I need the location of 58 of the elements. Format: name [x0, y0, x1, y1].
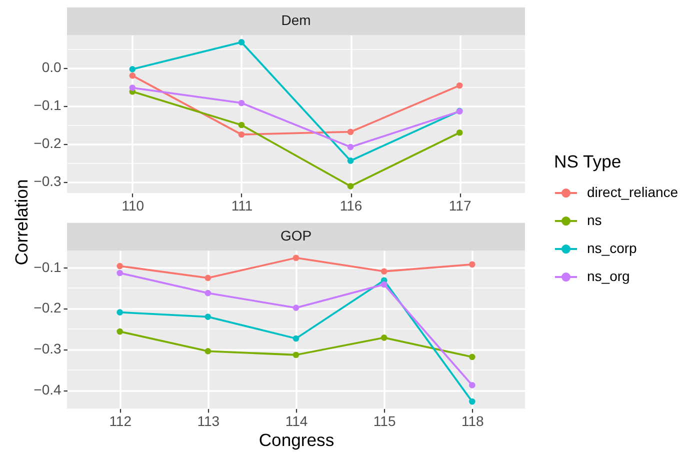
point — [129, 84, 136, 91]
legend-title: NS Type — [554, 151, 622, 172]
point — [347, 128, 354, 136]
point — [204, 290, 212, 296]
point — [129, 72, 136, 79]
x-tick-label: 113 — [197, 413, 220, 430]
point — [116, 270, 124, 276]
point — [292, 352, 300, 358]
point — [116, 328, 124, 335]
point — [347, 158, 354, 164]
point — [456, 129, 463, 136]
y-tick-label: −0.3 — [34, 173, 62, 190]
y-tick-label: −0.2 — [34, 300, 62, 316]
x-tick-label: 112 — [109, 413, 132, 430]
point — [468, 261, 476, 268]
x-tick-label: 118 — [461, 413, 484, 430]
point — [380, 281, 388, 288]
x-tick-label: 117 — [448, 198, 472, 214]
point — [468, 398, 476, 405]
point — [129, 66, 136, 72]
point — [204, 274, 212, 282]
y-tick-label: −0.3 — [34, 340, 62, 357]
y-axis-title: Correlation — [12, 179, 32, 266]
point — [238, 100, 245, 106]
point — [347, 144, 354, 150]
point — [292, 304, 300, 311]
point — [116, 309, 124, 316]
point — [380, 334, 388, 341]
x-tick-label: 110 — [122, 198, 144, 214]
point — [292, 254, 300, 262]
legend-label: ns_corp — [587, 240, 638, 256]
y-tick-label: −0.4 — [34, 382, 62, 398]
point — [238, 122, 245, 128]
x-tick-label: 114 — [285, 413, 308, 430]
chart-title: Dem — [281, 12, 311, 28]
point — [380, 268, 388, 275]
legend-label: direct_reliance — [587, 184, 678, 200]
x-tick-label: 115 — [373, 413, 396, 430]
y-tick-label: −0.1 — [34, 258, 62, 275]
chart-title: GOP — [280, 228, 312, 244]
y-tick-label: 0.0 — [42, 59, 62, 76]
x-tick-label: 111 — [231, 198, 253, 214]
point — [468, 354, 476, 360]
point — [238, 39, 245, 46]
point — [116, 262, 124, 270]
legend-label: ns_org — [587, 268, 630, 284]
point — [204, 348, 212, 354]
point — [292, 335, 300, 342]
x-axis-title: Congress — [258, 430, 334, 450]
x-tick-label: 116 — [340, 198, 362, 214]
point — [468, 382, 476, 388]
point — [456, 82, 463, 89]
y-tick-label: −0.1 — [34, 97, 62, 114]
point — [204, 314, 212, 320]
point — [347, 183, 354, 190]
y-tick-label: −0.2 — [34, 135, 62, 152]
point — [238, 131, 245, 138]
legend-label: ns — [587, 212, 602, 228]
